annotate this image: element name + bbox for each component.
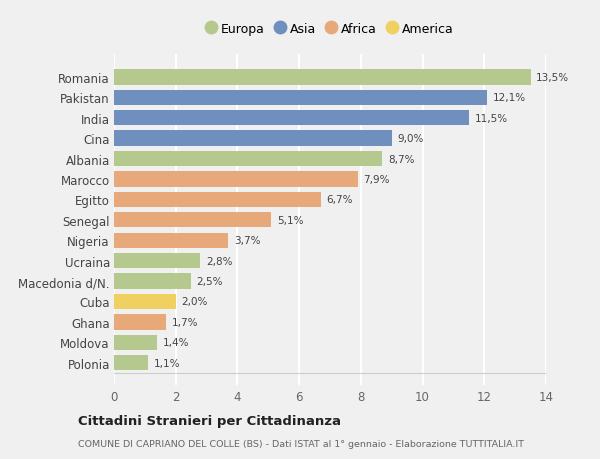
Text: 1,4%: 1,4% bbox=[163, 337, 189, 347]
Text: Cittadini Stranieri per Cittadinanza: Cittadini Stranieri per Cittadinanza bbox=[78, 414, 341, 428]
Bar bbox=[114, 151, 382, 167]
Text: 6,7%: 6,7% bbox=[326, 195, 353, 205]
Text: 7,9%: 7,9% bbox=[364, 174, 390, 185]
Text: 1,7%: 1,7% bbox=[172, 317, 199, 327]
Bar bbox=[114, 355, 148, 370]
Text: 2,8%: 2,8% bbox=[206, 256, 232, 266]
Text: 8,7%: 8,7% bbox=[388, 154, 415, 164]
Text: 11,5%: 11,5% bbox=[475, 113, 508, 123]
Bar bbox=[114, 314, 166, 330]
Text: 1,1%: 1,1% bbox=[154, 358, 180, 368]
Bar bbox=[114, 335, 157, 350]
Legend: Europa, Asia, Africa, America: Europa, Asia, Africa, America bbox=[201, 18, 459, 41]
Text: 2,0%: 2,0% bbox=[181, 297, 208, 307]
Text: 2,5%: 2,5% bbox=[197, 276, 223, 286]
Bar bbox=[114, 294, 176, 309]
Text: 13,5%: 13,5% bbox=[536, 73, 569, 83]
Text: 3,7%: 3,7% bbox=[234, 236, 260, 246]
Bar bbox=[114, 233, 228, 248]
Bar bbox=[114, 274, 191, 289]
Text: 5,1%: 5,1% bbox=[277, 215, 304, 225]
Bar bbox=[114, 90, 487, 106]
Bar bbox=[114, 111, 469, 126]
Bar bbox=[114, 172, 358, 187]
Bar bbox=[114, 253, 200, 269]
Text: COMUNE DI CAPRIANO DEL COLLE (BS) - Dati ISTAT al 1° gennaio - Elaborazione TUTT: COMUNE DI CAPRIANO DEL COLLE (BS) - Dati… bbox=[78, 439, 524, 448]
Text: 12,1%: 12,1% bbox=[493, 93, 526, 103]
Text: 9,0%: 9,0% bbox=[397, 134, 424, 144]
Bar bbox=[114, 192, 321, 207]
Bar bbox=[114, 213, 271, 228]
Bar bbox=[114, 70, 530, 85]
Bar bbox=[114, 131, 392, 146]
